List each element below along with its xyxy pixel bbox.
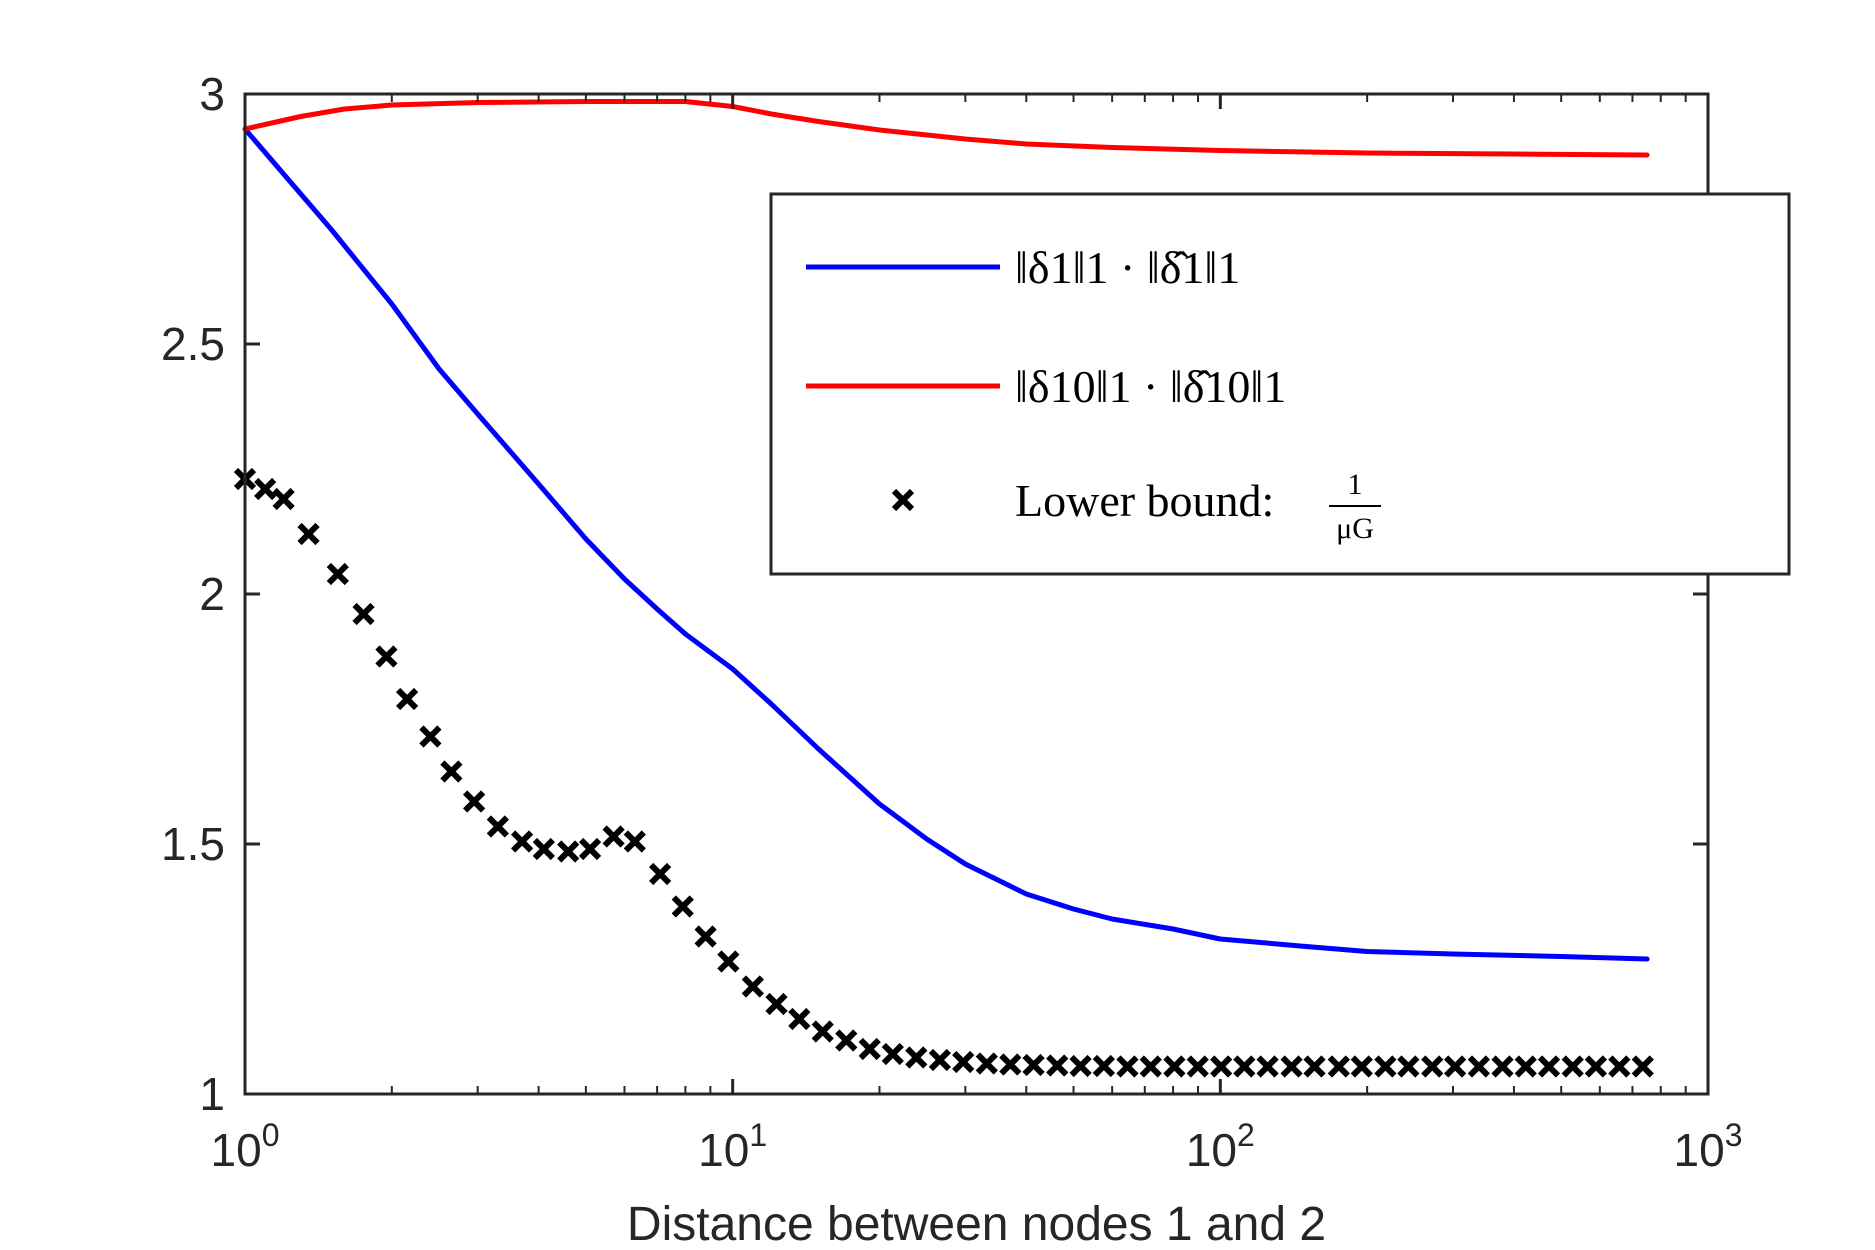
data-point-marker <box>1584 1055 1608 1078</box>
data-point-marker <box>835 1029 858 1052</box>
data-point-marker <box>694 925 717 948</box>
data-point-marker <box>811 1020 834 1043</box>
data-point-marker <box>1092 1054 1115 1078</box>
data-point-marker <box>1467 1055 1491 1078</box>
data-point-marker <box>1069 1054 1092 1078</box>
data-point-marker <box>1374 1055 1397 1078</box>
data-point-marker <box>1631 1055 1654 1078</box>
data-point-marker <box>1303 1055 1326 1078</box>
x-tick-label: 103 <box>1674 1117 1743 1176</box>
data-point-marker <box>999 1053 1022 1076</box>
data-point-marker <box>1608 1055 1631 1078</box>
data-point-marker <box>952 1050 975 1074</box>
data-point-marker <box>510 830 534 853</box>
data-point-marker <box>1537 1055 1561 1078</box>
data-point-marker <box>1350 1055 1373 1078</box>
y-tick-label: 1 <box>199 1068 225 1120</box>
data-point-marker <box>1443 1055 1467 1078</box>
axes: 1 1.5 2 2.5 3 100 101 102 103 Distance between no… <box>161 68 1742 1250</box>
data-point-marker <box>788 1007 811 1031</box>
data-point-marker <box>272 487 295 511</box>
data-point-marker <box>1210 1055 1233 1078</box>
data-point-marker <box>1327 1055 1350 1078</box>
legend-fraction-numerator: 1 <box>1348 468 1363 501</box>
data-point-marker <box>1280 1055 1303 1078</box>
y-tick-label: 1.5 <box>161 818 225 870</box>
data-point-marker <box>741 975 764 998</box>
data-point-marker <box>602 825 625 848</box>
data-point-marker <box>532 837 555 861</box>
data-point-marker <box>462 790 486 813</box>
data-point-marker <box>352 602 375 626</box>
data-point-marker <box>881 1042 904 1066</box>
data-point-marker <box>1397 1055 1420 1078</box>
x-tick-label: 101 <box>698 1117 767 1176</box>
data-point-marker <box>1233 1055 1256 1078</box>
data-point-marker <box>975 1052 998 1075</box>
series-line-2 <box>242 99 1650 158</box>
data-point-marker <box>1421 1055 1444 1078</box>
data-point-marker <box>649 862 672 886</box>
data-point-marker <box>858 1037 881 1061</box>
data-point-marker <box>1186 1055 1209 1078</box>
data-point-marker <box>1046 1054 1069 1077</box>
data-point-marker <box>1139 1055 1162 1078</box>
legend-label: ‖δ10‖1 · ‖δ̂10‖1 <box>1015 361 1286 412</box>
data-point-marker <box>1256 1055 1279 1078</box>
data-point-marker <box>1514 1055 1537 1078</box>
legend-label: ‖δ1‖1 · ‖δ̂1‖1 <box>1015 242 1240 293</box>
data-point-marker <box>671 895 694 918</box>
data-point-marker <box>928 1048 951 1072</box>
data-point-marker <box>557 840 580 863</box>
data-point-marker <box>1491 1055 1514 1078</box>
data-point-marker <box>1116 1055 1139 1078</box>
data-point-marker <box>1163 1055 1186 1078</box>
legend-label: Lower bound: <box>1015 475 1274 526</box>
series-markers <box>233 467 1654 1078</box>
data-point-marker <box>419 725 442 748</box>
data-point-marker <box>765 992 788 1016</box>
data-point-marker <box>905 1046 928 1069</box>
data-point-marker <box>254 477 277 501</box>
data-point-marker <box>1561 1055 1584 1078</box>
plot-area <box>233 99 1654 1078</box>
data-point-marker <box>486 815 509 838</box>
legend-swatch <box>891 488 915 512</box>
data-point-marker <box>326 562 349 586</box>
data-point-marker <box>1022 1053 1045 1077</box>
y-tick-label: 2.5 <box>161 318 225 370</box>
y-tick-label: 3 <box>199 68 225 120</box>
x-axis-title: Distance between nodes 1 and 2 <box>627 1198 1326 1250</box>
data-point-marker <box>440 760 463 783</box>
x-tick-label: 100 <box>211 1117 280 1176</box>
legend-fraction-denominator: μG <box>1336 512 1374 545</box>
data-point-marker <box>375 645 398 668</box>
data-point-marker <box>297 522 320 546</box>
legend: ‖δ1‖1 · ‖δ̂1‖1 ‖δ10‖1 · ‖δ̂10‖1 Lower boun… <box>769 192 1791 576</box>
x-tick-label: 102 <box>1186 1117 1255 1176</box>
data-point-marker <box>623 830 646 853</box>
data-point-marker <box>578 837 602 861</box>
y-tick-label: 2 <box>199 568 225 620</box>
series-line-1 <box>242 126 1650 962</box>
data-point-marker <box>717 950 740 973</box>
data-point-marker <box>395 687 419 711</box>
